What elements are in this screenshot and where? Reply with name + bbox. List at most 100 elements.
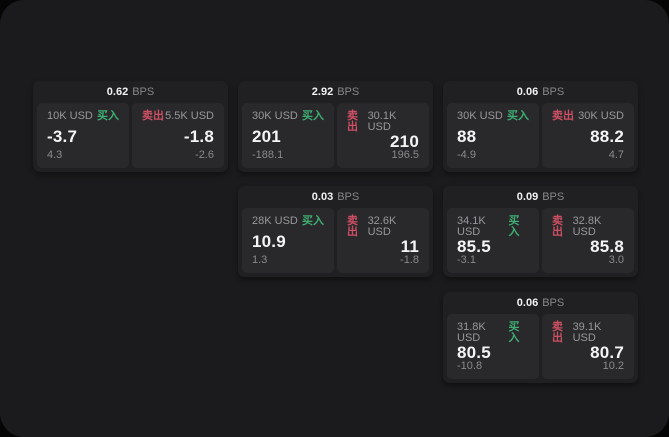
quote-card: 0.06 BPS 31.8K USD 买入 80.5 -10.8 卖出 39.1… (443, 292, 638, 383)
sell-notional: 30.1K USD (367, 110, 397, 133)
sell-delta: 3.0 (608, 254, 624, 266)
sell-delta: -2.6 (195, 149, 214, 161)
buy-delta: 4.3 (47, 149, 63, 161)
spread-bps-value: 0.62 (106, 85, 129, 98)
buy-delta: -4.9 (457, 149, 476, 161)
spread-header: 0.62 BPS (33, 81, 228, 103)
sell-notional: 30K USD (578, 110, 624, 122)
buy-delta: -3.1 (457, 254, 476, 266)
buy-notional: 34.1K USD (457, 215, 486, 238)
quote-body: 34.1K USD 买入 85.5 -3.1 卖出 32.8K USD 85.8… (443, 208, 638, 273)
quote-card: 0.62 BPS 10K USD 买入 -3.7 4.3 卖出 5.5K USD… (33, 81, 228, 172)
buy-delta: -188.1 (252, 149, 284, 161)
buy-notional: 30K USD (457, 110, 503, 122)
buy-notional: 30K USD (252, 110, 298, 122)
buy-panel-top: 34.1K USD 买入 (457, 216, 529, 238)
sell-price: -1.8 (183, 126, 214, 146)
spread-header: 2.92 BPS (238, 81, 433, 103)
spread-bps-value: 0.03 (311, 190, 334, 203)
spread-bps-value: 0.06 (516, 296, 539, 309)
sell-quote-panel[interactable]: 卖出 39.1K USD 80.7 10.2 (542, 314, 634, 379)
sell-label: 卖出 (142, 110, 164, 122)
buy-notional: 28K USD (252, 215, 298, 227)
spread-bps-value: 2.92 (311, 85, 334, 98)
bps-unit-label: BPS (337, 190, 360, 203)
spread-header: 0.03 BPS (238, 186, 433, 208)
spread-header: 0.09 BPS (443, 186, 638, 208)
buy-price: 80.5 (457, 343, 491, 362)
sell-panel-top: 卖出 30K USD (552, 111, 624, 122)
sell-quote-panel[interactable]: 卖出 32.6K USD 11 -1.8 (337, 208, 429, 273)
buy-price: 201 (252, 126, 281, 146)
spread-bps-value: 0.06 (516, 85, 539, 98)
sell-price: 210 (390, 132, 419, 151)
quote-body: 28K USD 买入 10.9 1.3 卖出 32.6K USD 11 -1.8 (238, 208, 433, 273)
buy-price: 88 (457, 126, 477, 146)
quote-card: 0.06 BPS 30K USD 买入 88 -4.9 卖出 30K USD 8… (443, 81, 638, 172)
buy-delta: 1.3 (252, 254, 268, 266)
sell-notional: 32.8K USD (572, 215, 602, 238)
sell-notional: 32.6K USD (367, 215, 397, 238)
buy-price: 10.9 (252, 231, 286, 251)
buy-label: 买入 (508, 321, 520, 344)
sell-label: 卖出 (552, 215, 563, 238)
quote-body: 30K USD 买入 88 -4.9 卖出 30K USD 88.2 4.7 (443, 103, 638, 168)
buy-panel-top: 28K USD 买入 (252, 216, 324, 227)
sell-panel-top: 卖出 32.6K USD (347, 216, 419, 238)
bps-unit-label: BPS (542, 190, 565, 203)
sell-panel-top: 卖出 39.1K USD (552, 322, 624, 344)
buy-panel-top: 30K USD 买入 (252, 111, 324, 122)
sell-panel-top: 卖出 5.5K USD (142, 111, 214, 122)
spread-header: 0.06 BPS (443, 292, 638, 314)
bps-unit-label: BPS (132, 85, 155, 98)
sell-quote-panel[interactable]: 卖出 32.8K USD 85.8 3.0 (542, 208, 634, 273)
quote-card: 0.03 BPS 28K USD 买入 10.9 1.3 卖出 32.6K US… (238, 186, 433, 277)
buy-price: 85.5 (457, 237, 491, 256)
quote-body: 30K USD 买入 201 -188.1 卖出 30.1K USD 210 1… (238, 103, 433, 168)
sell-label: 卖出 (347, 215, 358, 238)
sell-panel-top: 卖出 30.1K USD (347, 111, 419, 133)
sell-delta: 4.7 (608, 149, 624, 161)
quote-card: 2.92 BPS 30K USD 买入 201 -188.1 卖出 30.1K … (238, 81, 433, 172)
spread-header: 0.06 BPS (443, 81, 638, 103)
sell-delta: -1.8 (400, 254, 419, 266)
buy-price: -3.7 (47, 126, 78, 146)
sell-panel-top: 卖出 32.8K USD (552, 216, 624, 238)
buy-label: 买入 (507, 110, 529, 122)
spread-bps-value: 0.09 (516, 190, 539, 203)
buy-notional: 10K USD (47, 110, 93, 122)
buy-panel-top: 10K USD 买入 (47, 111, 119, 122)
buy-quote-panel[interactable]: 34.1K USD 买入 85.5 -3.1 (447, 208, 539, 273)
sell-label: 卖出 (552, 321, 563, 344)
sell-delta: 196.5 (391, 149, 419, 161)
quote-card: 0.09 BPS 34.1K USD 买入 85.5 -3.1 卖出 32.8K… (443, 186, 638, 277)
buy-panel-top: 31.8K USD 买入 (457, 322, 529, 344)
buy-quote-panel[interactable]: 30K USD 买入 88 -4.9 (447, 103, 539, 168)
buy-panel-top: 30K USD 买入 (457, 111, 529, 122)
buy-label: 买入 (97, 110, 119, 122)
sell-price: 80.7 (590, 343, 624, 362)
buy-quote-panel[interactable]: 10K USD 买入 -3.7 4.3 (37, 103, 129, 168)
bps-unit-label: BPS (542, 85, 565, 98)
sell-price: 88.2 (590, 126, 624, 146)
sell-quote-panel[interactable]: 卖出 5.5K USD -1.8 -2.6 (132, 103, 224, 168)
bps-unit-label: BPS (542, 296, 565, 309)
sell-notional: 39.1K USD (572, 321, 602, 344)
sell-notional: 5.5K USD (165, 110, 214, 122)
buy-label: 买入 (508, 215, 520, 238)
buy-quote-panel[interactable]: 31.8K USD 买入 80.5 -10.8 (447, 314, 539, 379)
buy-delta: -10.8 (457, 360, 483, 372)
sell-label: 卖出 (552, 110, 574, 122)
sell-quote-panel[interactable]: 卖出 30K USD 88.2 4.7 (542, 103, 634, 168)
sell-quote-panel[interactable]: 卖出 30.1K USD 210 196.5 (337, 103, 429, 168)
buy-quote-panel[interactable]: 30K USD 买入 201 -188.1 (242, 103, 334, 168)
buy-label: 买入 (302, 110, 324, 122)
buy-quote-panel[interactable]: 28K USD 买入 10.9 1.3 (242, 208, 334, 273)
buy-notional: 31.8K USD (457, 321, 486, 344)
sell-price: 11 (400, 237, 419, 256)
bps-unit-label: BPS (337, 85, 360, 98)
buy-label: 买入 (302, 215, 324, 227)
quote-body: 31.8K USD 买入 80.5 -10.8 卖出 39.1K USD 80.… (443, 314, 638, 379)
quote-body: 10K USD 买入 -3.7 4.3 卖出 5.5K USD -1.8 -2.… (33, 103, 228, 168)
